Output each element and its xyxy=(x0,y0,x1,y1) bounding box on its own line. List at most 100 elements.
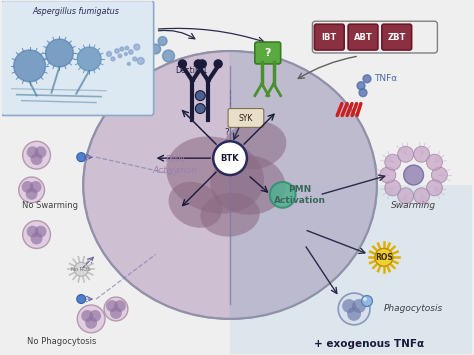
Text: ?: ? xyxy=(224,129,229,137)
Text: Phagocytosis: Phagocytosis xyxy=(384,305,443,313)
Circle shape xyxy=(133,57,137,61)
Circle shape xyxy=(375,248,393,266)
Circle shape xyxy=(77,305,105,333)
Circle shape xyxy=(35,226,46,237)
Circle shape xyxy=(128,50,133,54)
Circle shape xyxy=(27,226,38,237)
FancyBboxPatch shape xyxy=(348,24,378,50)
Polygon shape xyxy=(230,51,377,319)
Circle shape xyxy=(347,307,361,321)
Circle shape xyxy=(125,46,128,50)
Text: Dectin-1: Dectin-1 xyxy=(175,66,208,75)
Circle shape xyxy=(385,180,401,196)
Text: IBT: IBT xyxy=(322,33,337,42)
Circle shape xyxy=(104,297,128,321)
Text: No ROS: No ROS xyxy=(72,267,91,272)
Text: ZBT: ZBT xyxy=(388,33,406,42)
Circle shape xyxy=(120,47,124,51)
Circle shape xyxy=(74,262,88,276)
Circle shape xyxy=(195,91,205,100)
Text: Aspergillus fumigatus: Aspergillus fumigatus xyxy=(33,7,120,16)
Circle shape xyxy=(89,310,101,322)
Circle shape xyxy=(151,44,161,54)
Circle shape xyxy=(363,297,367,301)
Circle shape xyxy=(23,141,50,169)
Text: No Phagocytosis: No Phagocytosis xyxy=(27,337,96,346)
Text: SYK: SYK xyxy=(239,114,253,123)
Circle shape xyxy=(22,181,34,193)
Text: PMN
Activation: PMN Activation xyxy=(273,185,326,204)
Circle shape xyxy=(338,293,370,325)
Circle shape xyxy=(194,60,202,68)
Circle shape xyxy=(362,296,373,306)
Circle shape xyxy=(398,188,414,204)
Circle shape xyxy=(134,44,140,50)
Circle shape xyxy=(124,53,128,55)
Circle shape xyxy=(85,317,97,329)
Ellipse shape xyxy=(210,155,285,215)
Ellipse shape xyxy=(83,51,377,319)
Circle shape xyxy=(115,49,119,53)
Text: BTK: BTK xyxy=(221,154,239,163)
Circle shape xyxy=(213,141,247,175)
Circle shape xyxy=(198,60,206,68)
Circle shape xyxy=(114,300,126,312)
Circle shape xyxy=(77,153,86,162)
Circle shape xyxy=(363,75,371,83)
Circle shape xyxy=(30,181,42,193)
Circle shape xyxy=(77,295,86,304)
Circle shape xyxy=(158,37,167,45)
Circle shape xyxy=(195,104,205,114)
Circle shape xyxy=(352,299,366,313)
Bar xyxy=(230,185,472,355)
Ellipse shape xyxy=(169,182,222,228)
Text: ROS: ROS xyxy=(375,253,393,262)
Circle shape xyxy=(163,50,174,62)
Ellipse shape xyxy=(223,121,286,169)
Circle shape xyxy=(214,60,222,68)
Circle shape xyxy=(414,146,429,162)
Circle shape xyxy=(427,180,442,196)
Text: TNFα: TNFα xyxy=(374,74,397,83)
Circle shape xyxy=(77,47,101,71)
FancyBboxPatch shape xyxy=(314,24,344,50)
Circle shape xyxy=(106,300,118,312)
Text: ?: ? xyxy=(264,48,271,58)
Circle shape xyxy=(26,188,37,200)
Circle shape xyxy=(31,233,43,245)
Circle shape xyxy=(359,89,367,97)
Ellipse shape xyxy=(166,136,264,214)
Text: No Swarming: No Swarming xyxy=(22,201,78,210)
Circle shape xyxy=(35,146,46,158)
Circle shape xyxy=(342,299,356,313)
Text: PMN
Activation: PMN Activation xyxy=(153,155,198,175)
Circle shape xyxy=(427,154,442,170)
Circle shape xyxy=(179,60,186,68)
Text: Swarming: Swarming xyxy=(391,201,436,210)
Circle shape xyxy=(23,221,50,248)
Circle shape xyxy=(414,188,429,204)
FancyBboxPatch shape xyxy=(228,109,264,127)
Circle shape xyxy=(110,307,122,319)
Text: ABT: ABT xyxy=(354,33,373,42)
Circle shape xyxy=(357,82,365,90)
Circle shape xyxy=(111,57,115,61)
FancyBboxPatch shape xyxy=(382,24,411,50)
Circle shape xyxy=(128,62,130,65)
Circle shape xyxy=(81,310,93,322)
Circle shape xyxy=(137,58,144,64)
Circle shape xyxy=(118,54,122,58)
Text: + exogenous TNFα: + exogenous TNFα xyxy=(314,339,424,349)
Circle shape xyxy=(398,146,414,162)
Circle shape xyxy=(27,146,38,158)
Circle shape xyxy=(431,167,447,183)
FancyBboxPatch shape xyxy=(255,42,281,64)
Circle shape xyxy=(107,51,111,56)
Circle shape xyxy=(31,153,43,165)
Circle shape xyxy=(380,167,396,183)
Circle shape xyxy=(270,182,295,208)
Circle shape xyxy=(385,154,401,170)
Circle shape xyxy=(18,177,45,203)
Circle shape xyxy=(14,50,46,82)
Ellipse shape xyxy=(201,193,260,236)
